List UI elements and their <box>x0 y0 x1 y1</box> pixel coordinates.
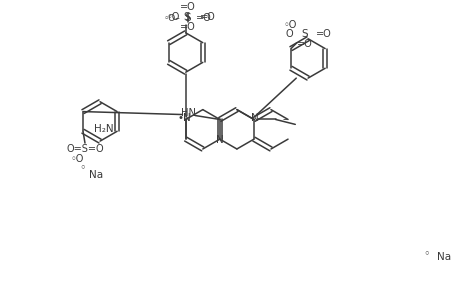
Text: ◦O: ◦O <box>70 154 84 164</box>
Text: O=S=O: O=S=O <box>66 144 104 154</box>
Text: ◦O: ◦O <box>283 20 296 30</box>
Text: O: O <box>285 29 292 39</box>
Text: S: S <box>301 29 308 39</box>
Text: ◦: ◦ <box>79 164 86 174</box>
Text: Na: Na <box>89 169 103 180</box>
Text: =O: =O <box>297 39 312 49</box>
Text: N: N <box>251 113 258 124</box>
Text: ◦O–: ◦O– <box>163 14 180 22</box>
Text: •N: •N <box>178 113 191 124</box>
Text: =O: =O <box>199 12 215 22</box>
Text: H₂N: H₂N <box>93 124 113 134</box>
Text: S: S <box>183 12 190 22</box>
Text: ◦O: ◦O <box>166 12 179 22</box>
Text: =O: =O <box>179 22 195 32</box>
Text: –: – <box>282 115 287 124</box>
Text: =O: =O <box>315 29 330 39</box>
Text: HN: HN <box>180 108 196 118</box>
Text: =O: =O <box>195 13 211 23</box>
Text: N: N <box>215 135 223 145</box>
Text: ◦: ◦ <box>423 249 429 259</box>
Text: S: S <box>184 13 190 23</box>
Text: =O: =O <box>179 2 195 12</box>
Text: Na: Na <box>436 252 450 262</box>
